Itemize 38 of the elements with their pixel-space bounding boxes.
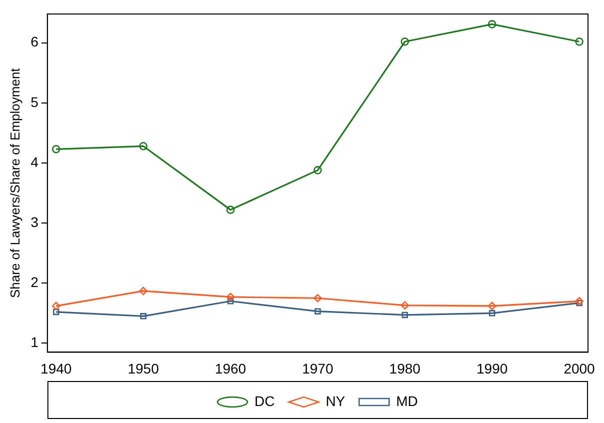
point — [226, 292, 235, 302]
point — [52, 308, 60, 316]
y-tick-label: 4 — [30, 154, 39, 170]
point — [52, 302, 60, 310]
point — [400, 37, 410, 46]
y-tick-label: 5 — [30, 94, 39, 110]
x-tick-label: 1940 — [40, 360, 72, 376]
point — [575, 296, 584, 306]
point — [314, 166, 322, 174]
x-tick-label: 2000 — [564, 360, 596, 376]
point — [400, 301, 410, 310]
point — [488, 302, 496, 310]
point — [227, 298, 234, 304]
point — [575, 37, 584, 46]
point — [139, 142, 148, 150]
legend-label: MD — [396, 392, 418, 409]
point — [576, 300, 582, 306]
x-tick-label: 1990 — [476, 360, 508, 376]
point — [52, 145, 60, 154]
y-tick-label: 6 — [30, 34, 39, 50]
point — [226, 206, 235, 214]
x-tick-label: 1960 — [214, 360, 246, 376]
point — [314, 294, 322, 302]
x-tick-label: 1950 — [128, 360, 160, 376]
point — [488, 20, 496, 28]
y-tick-label: 1 — [30, 334, 39, 350]
x-tick-label: 1980 — [389, 360, 421, 376]
legend-label: DC — [254, 392, 275, 409]
y-tick-label: 2 — [30, 274, 39, 290]
y-axis-title: Share of Lawyers/Share of Employment — [7, 68, 22, 298]
point — [402, 312, 408, 318]
y-tick-label: 3 — [30, 214, 39, 230]
point — [139, 286, 148, 296]
point — [488, 310, 496, 316]
point — [314, 308, 321, 314]
x-tick-label: 1970 — [302, 360, 334, 376]
legend-label: NY — [326, 392, 346, 409]
point — [140, 313, 146, 320]
